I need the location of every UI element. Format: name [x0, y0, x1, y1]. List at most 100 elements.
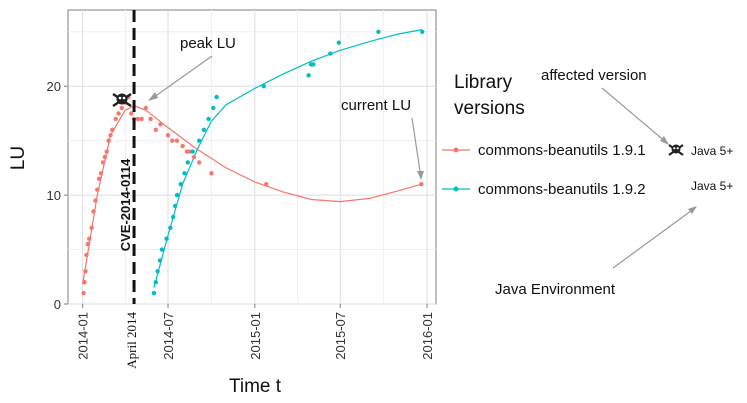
data-point-series-1: [81, 290, 86, 296]
data-point-series-2: [376, 29, 381, 34]
affected-arrowhead: [660, 136, 669, 145]
x-tick-label: 2015-01: [248, 312, 263, 360]
data-point-series-2: [261, 84, 266, 89]
legend-key-1: [442, 147, 470, 153]
data-point-series-1: [129, 111, 134, 116]
data-point-series-2: [306, 73, 311, 78]
data-point-series-2: [336, 40, 341, 45]
data-point-series-1: [139, 116, 144, 122]
data-point-series-1: [102, 154, 108, 160]
current-arrow: [411, 117, 422, 179]
data-point-series-1: [170, 138, 175, 143]
data-point-series-1: [119, 105, 125, 111]
legend-label-1: commons-beanutils 1.9.1: [478, 142, 646, 159]
legend-title-line1: Library: [454, 72, 513, 93]
data-point-series-1: [83, 269, 88, 274]
java-env-arrowhead: [688, 206, 697, 214]
data-point-series-2: [174, 192, 180, 198]
grid-lines: [68, 10, 436, 305]
x-axis-title: Time t: [229, 376, 282, 397]
data-point-series-1: [180, 143, 185, 149]
data-point-series-2: [185, 160, 190, 165]
legend-title-line2: versions: [454, 98, 525, 119]
affected-arrow: [601, 87, 668, 144]
data-point-series-2: [197, 138, 202, 143]
data-point-series-1: [91, 209, 96, 214]
data-point-series-1: [116, 111, 121, 116]
data-point-series-1: [264, 182, 269, 187]
data-points: [81, 29, 425, 296]
data-point-series-2: [311, 62, 316, 67]
data-point-series-2: [155, 269, 160, 274]
data-point-series-1: [110, 127, 115, 132]
y-axis-title: LU: [8, 146, 29, 170]
current-arrowhead: [417, 171, 424, 180]
x-tick-label: 2014-07: [161, 312, 176, 360]
java-badge-2: Java 5+: [691, 179, 733, 193]
data-point-series-2: [171, 214, 176, 220]
data-point-series-2: [420, 29, 425, 34]
data-point-series-1: [84, 252, 89, 258]
data-point-series-2: [182, 171, 187, 176]
data-point-series-1: [187, 149, 192, 154]
data-point-series-1: [148, 116, 153, 122]
data-point-series-1: [89, 225, 94, 230]
data-point-series-1: [104, 149, 109, 154]
x-tick-label: 2014-01: [76, 312, 91, 360]
legend-label-2: commons-beanutils 1.9.2: [478, 181, 646, 198]
y-tick-label: 20: [47, 79, 61, 94]
skull-icon-legend: [668, 144, 684, 156]
data-point-series-1: [209, 171, 214, 176]
data-point-series-2: [164, 236, 169, 241]
data-point-series-1: [135, 116, 140, 122]
y-tick-label: 10: [47, 188, 61, 203]
data-point-series-1: [82, 280, 87, 285]
data-point-series-2: [172, 203, 178, 209]
data-point-series-2: [151, 290, 157, 296]
current-lu-label: current LU: [341, 97, 411, 114]
data-point-series-2: [168, 225, 173, 230]
data-point-series-2: [153, 280, 158, 285]
data-point-series-2: [159, 247, 165, 252]
x-tick-label: 2016-01: [420, 312, 435, 360]
data-point-series-2: [178, 182, 183, 187]
axis-ticks: 0 10 20 2014-01 2014-07 2015-01 2015-07 2016-01: [47, 79, 436, 359]
data-point-series-1: [191, 154, 197, 160]
data-point-series-2: [214, 94, 219, 100]
data-point-series-1: [98, 171, 104, 176]
java-badge-1: Java 5+: [691, 144, 733, 158]
trend-line-series-1: [82, 105, 422, 285]
data-point-series-1: [197, 160, 202, 165]
data-point-series-1: [95, 187, 100, 192]
data-point-series-2: [211, 105, 216, 111]
data-point-series-1: [419, 182, 424, 187]
data-point-series-1: [85, 241, 91, 247]
plot-panel: [67, 9, 437, 305]
data-point-series-1: [174, 138, 180, 143]
y-tick-label: 0: [54, 297, 61, 312]
x-tick-label: 2015-07: [333, 312, 348, 360]
data-point-series-1: [100, 160, 106, 165]
data-point-series-1: [153, 127, 158, 132]
skull-icon: [112, 92, 132, 108]
data-point-series-1: [87, 236, 92, 241]
data-point-series-2: [206, 116, 211, 122]
java-env-arrow: [612, 207, 696, 269]
affected-version-label: affected version: [541, 67, 647, 84]
data-point-series-1: [96, 176, 102, 181]
data-point-series-2: [201, 127, 207, 132]
data-point-series-1: [106, 138, 111, 143]
peak-lu-label: peak LU: [180, 35, 236, 52]
data-point-series-1: [108, 133, 113, 138]
data-point-series-1: [165, 133, 171, 138]
data-point-series-1: [93, 198, 98, 203]
data-point-series-2: [157, 258, 163, 263]
peak-arrowhead: [148, 92, 158, 101]
data-point-series-1: [113, 116, 118, 122]
data-point-series-2: [190, 149, 195, 154]
legend-key-2: [442, 186, 470, 192]
cve-label: CVE-2014-0114: [118, 158, 133, 251]
data-point-series-1: [158, 122, 163, 127]
java-environment-label: Java Environment: [495, 281, 616, 298]
